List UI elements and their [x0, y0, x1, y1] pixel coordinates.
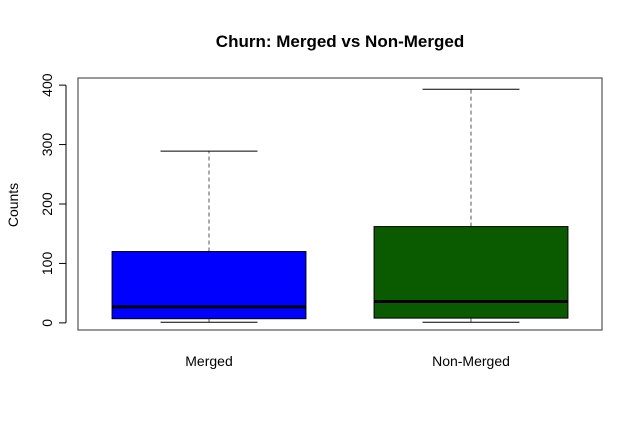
y-tick-label: 300 — [39, 133, 55, 157]
y-tick-label: 0 — [39, 319, 55, 327]
x-tick-label: Non-Merged — [432, 353, 510, 369]
chart-title: Churn: Merged vs Non-Merged — [216, 32, 464, 51]
plot-area-frame — [77, 77, 603, 331]
y-tick-label: 400 — [39, 73, 55, 97]
y-axis-label: Counts — [5, 183, 21, 227]
iqr-box — [111, 251, 307, 320]
x-axis: Merged Non-Merged — [185, 353, 510, 369]
y-axis: 0 100 200 300 400 — [39, 73, 67, 327]
y-tick-label: 100 — [39, 252, 55, 276]
x-tick-label: Merged — [185, 353, 232, 369]
boxes-group — [111, 88, 569, 323]
box-non-merged — [373, 88, 569, 323]
iqr-box — [373, 226, 569, 319]
box-merged — [111, 150, 307, 323]
y-tick-label: 200 — [39, 192, 55, 216]
